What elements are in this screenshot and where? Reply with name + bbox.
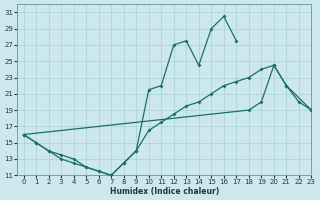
X-axis label: Humidex (Indice chaleur): Humidex (Indice chaleur): [110, 187, 219, 196]
